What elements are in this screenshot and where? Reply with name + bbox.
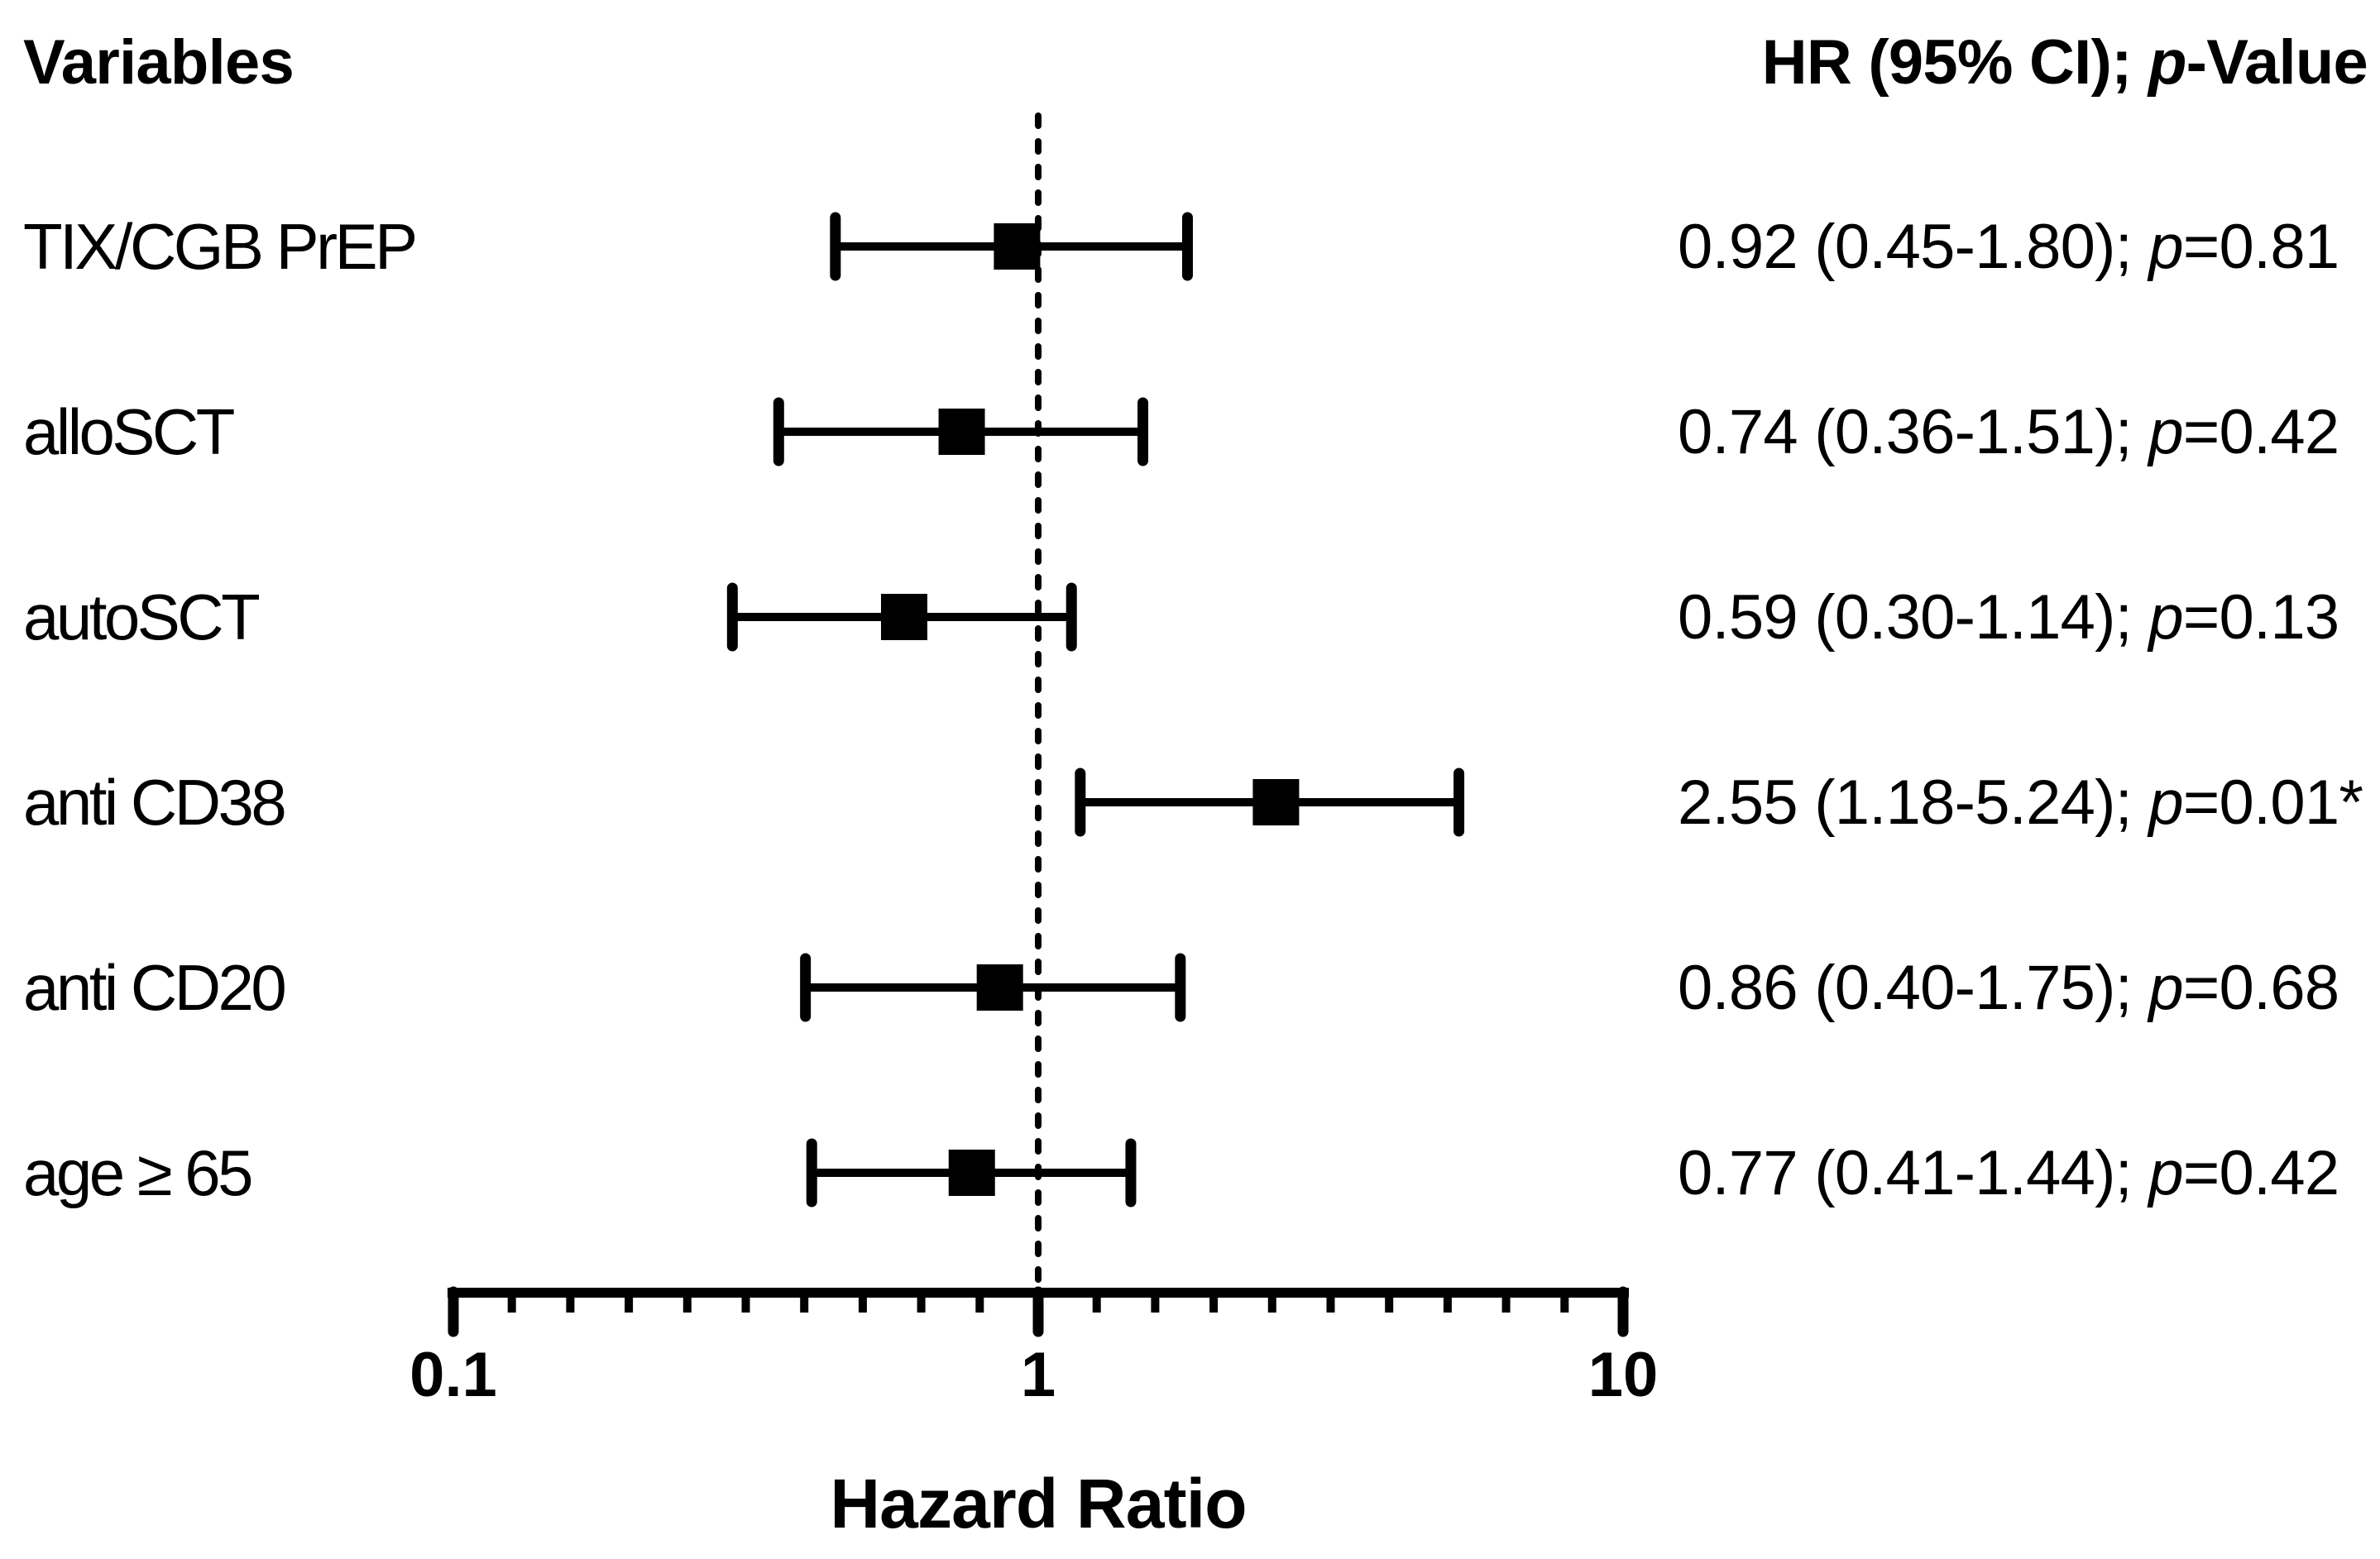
p-value-text: =0.81 — [2182, 211, 2339, 282]
x-tick-label: 0.1 — [409, 1339, 497, 1410]
p-symbol: p — [2148, 26, 2186, 98]
hr-point-marker — [938, 409, 985, 455]
hr-ci-pvalue-text: 2.55 (1.18-5.24); p =0.01* — [1678, 757, 2363, 848]
hr-ci-pvalue-column-header: HR (95% CI); p -Value — [1762, 17, 2368, 108]
hr-ci-text: 0.77 (0.41-1.44); — [1678, 1137, 2149, 1208]
variable-label: TIX/CGB PrEP — [23, 209, 418, 283]
hr-ci-text: 2.55 (1.18-5.24); — [1678, 767, 2149, 838]
hr-point-marker — [976, 964, 1023, 1011]
variable-label: anti CD38 — [23, 765, 287, 839]
hr-ci-pvalue-text: 0.86 (0.40-1.75); p =0.68 — [1678, 942, 2339, 1033]
hr-ci-text: 0.59 (0.30-1.14); — [1678, 581, 2149, 653]
hr-point-marker — [994, 223, 1041, 270]
hr-point-marker — [1252, 779, 1300, 825]
hr-point-marker — [880, 594, 927, 640]
p-value-text: =0.13 — [2182, 581, 2339, 653]
hr-ci-text: 0.92 (0.45-1.80); — [1678, 211, 2149, 282]
p-value-text: =0.42 — [2182, 1137, 2339, 1208]
variable-label: autoSCT — [23, 580, 261, 653]
hr-ci-text: 0.74 (0.36-1.51); — [1678, 396, 2149, 467]
variable-label: alloSCT — [23, 395, 235, 468]
p-symbol: p — [2148, 1137, 2183, 1208]
variable-label: anti CD20 — [23, 950, 287, 1024]
x-axis-title: Hazard Ratio — [830, 1464, 1247, 1542]
p-symbol: p — [2148, 581, 2183, 653]
hr-ci-pvalue-text: 0.92 (0.45-1.80); p =0.81 — [1678, 201, 2339, 292]
x-tick-label: 10 — [1587, 1339, 1659, 1410]
hr-ci-header-text: HR (95% CI); — [1761, 26, 2148, 98]
hr-ci-pvalue-text: 0.77 (0.41-1.44); p =0.42 — [1678, 1127, 2339, 1218]
hr-ci-pvalue-text: 0.59 (0.30-1.14); p =0.13 — [1678, 571, 2339, 662]
p-symbol: p — [2148, 396, 2183, 467]
variable-label: age ≥ 65 — [23, 1136, 253, 1209]
hr-point-marker — [948, 1150, 995, 1196]
p-value-text: =0.01* — [2182, 767, 2363, 838]
p-value-text: =0.42 — [2182, 396, 2339, 467]
p-symbol: p — [2148, 767, 2183, 838]
hr-ci-pvalue-text: 0.74 (0.36-1.51); p =0.42 — [1678, 386, 2339, 477]
hr-ci-header-suffix: -Value — [2186, 26, 2368, 98]
x-tick-label: 1 — [1020, 1339, 1056, 1410]
p-symbol: p — [2148, 211, 2183, 282]
p-symbol: p — [2148, 952, 2183, 1023]
hr-ci-text: 0.86 (0.40-1.75); — [1678, 952, 2149, 1023]
p-value-text: =0.68 — [2182, 952, 2339, 1023]
variables-column-header: Variables — [23, 26, 295, 98]
